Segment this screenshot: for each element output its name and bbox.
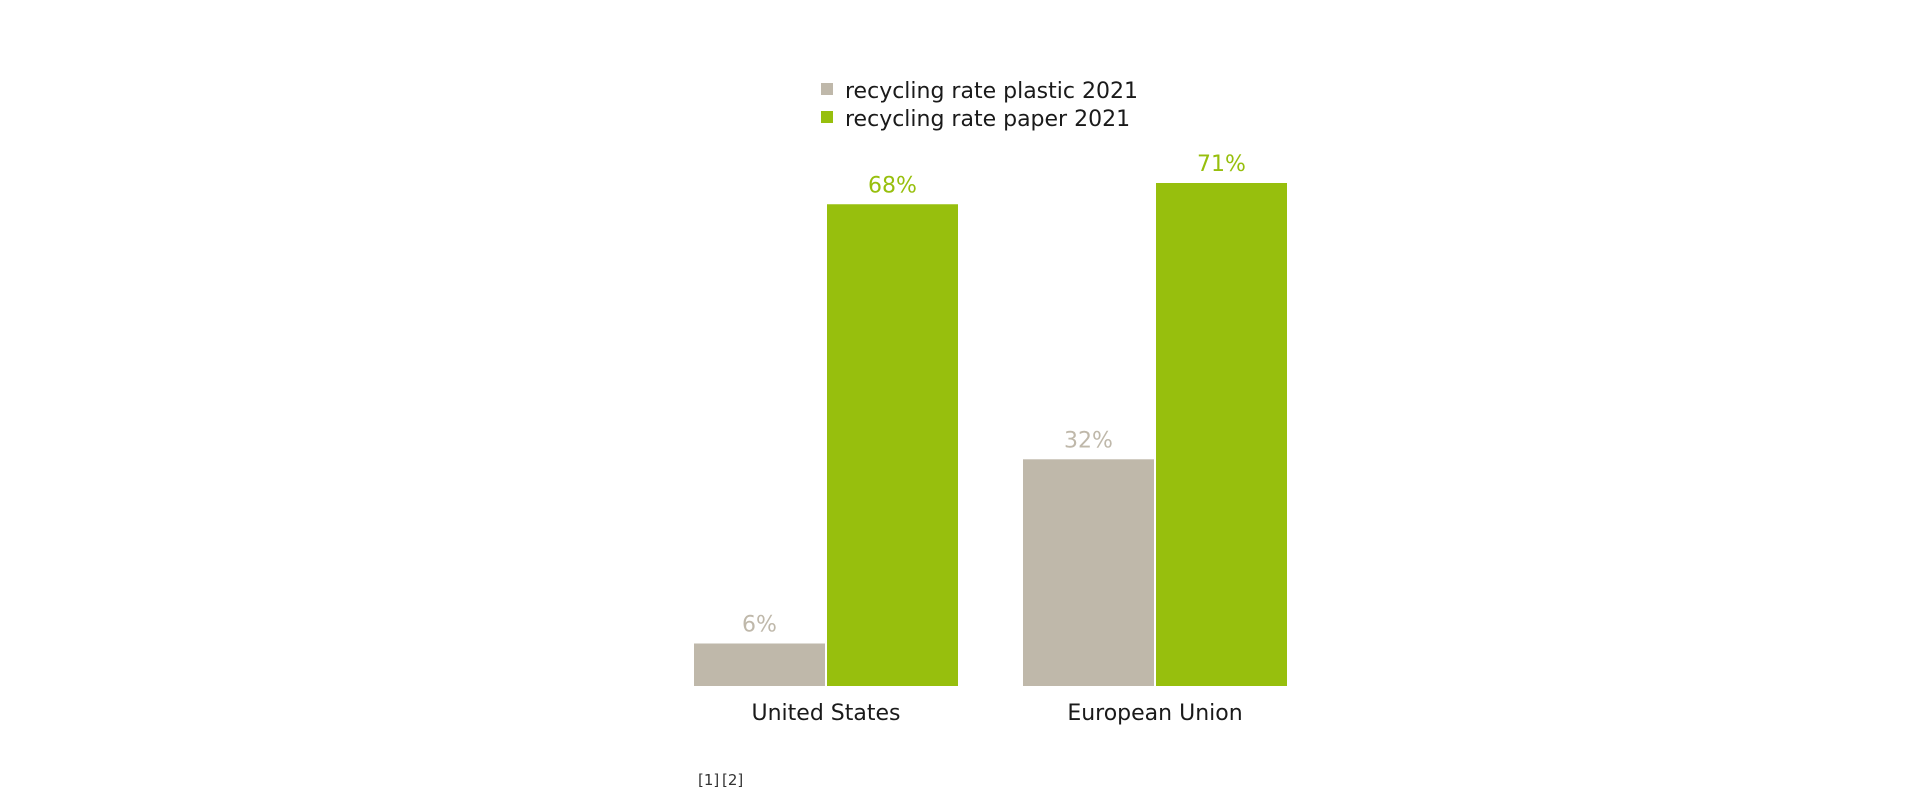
value-label-plastic-european-union: 32% bbox=[1064, 428, 1113, 453]
legend-swatch-paper bbox=[821, 111, 833, 123]
category-label-united-states: United States bbox=[752, 701, 901, 726]
legend-label-plastic: recycling rate plastic 2021 bbox=[845, 79, 1138, 104]
bar-paper-european-union[interactable] bbox=[1156, 183, 1287, 686]
bar-plastic-united-states[interactable] bbox=[694, 643, 825, 686]
legend-swatch-plastic bbox=[821, 83, 833, 95]
bar-paper-united-states[interactable] bbox=[827, 204, 958, 686]
value-label-paper-european-union: 71% bbox=[1197, 152, 1246, 177]
value-label-paper-united-states: 68% bbox=[868, 173, 917, 198]
value-labels: 6% 68% 32% 71% bbox=[742, 152, 1246, 637]
legend: recycling rate plastic 2021 recycling rat… bbox=[821, 79, 1138, 132]
category-labels: United States European Union bbox=[752, 701, 1243, 726]
legend-label-paper: recycling rate paper 2021 bbox=[845, 107, 1130, 132]
footnote-1[interactable]: [1] bbox=[698, 771, 719, 789]
bar-plastic-european-union[interactable] bbox=[1023, 459, 1154, 686]
footnote-2[interactable]: [2] bbox=[722, 771, 743, 789]
category-label-european-union: European Union bbox=[1067, 701, 1242, 726]
footnotes: [1] [2] bbox=[698, 771, 743, 789]
bars bbox=[694, 183, 1287, 686]
value-label-plastic-united-states: 6% bbox=[742, 612, 777, 637]
